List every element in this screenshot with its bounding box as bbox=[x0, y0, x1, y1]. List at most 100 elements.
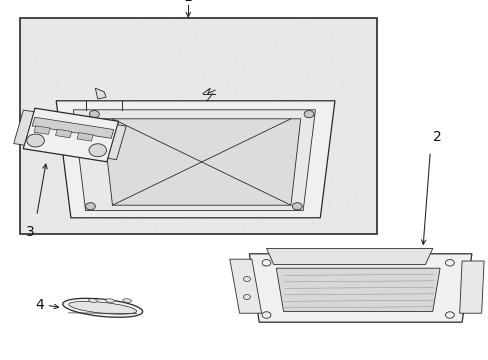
Point bbox=[338, 105, 346, 111]
Point bbox=[232, 58, 240, 64]
Point bbox=[29, 28, 37, 34]
Point bbox=[232, 87, 240, 93]
Point bbox=[244, 198, 251, 204]
Point bbox=[162, 163, 170, 169]
Point bbox=[297, 134, 305, 140]
Point bbox=[354, 99, 362, 105]
Point bbox=[49, 101, 57, 107]
Point bbox=[166, 142, 174, 148]
Point bbox=[212, 63, 220, 69]
Point bbox=[60, 197, 67, 203]
Point bbox=[301, 150, 309, 156]
Point bbox=[76, 172, 84, 177]
Point bbox=[304, 210, 311, 215]
Point bbox=[103, 183, 111, 189]
Point bbox=[119, 216, 126, 221]
Point bbox=[109, 49, 117, 55]
Point bbox=[234, 51, 242, 57]
Point bbox=[142, 212, 150, 218]
Point bbox=[70, 136, 78, 141]
Point bbox=[46, 109, 54, 114]
Point bbox=[143, 193, 151, 199]
Point bbox=[313, 59, 321, 65]
Point bbox=[60, 142, 68, 148]
Point bbox=[266, 33, 274, 39]
Point bbox=[228, 185, 236, 190]
Point bbox=[42, 175, 50, 180]
Point bbox=[327, 176, 335, 182]
Point bbox=[179, 26, 187, 32]
Point bbox=[326, 198, 334, 204]
Point bbox=[199, 220, 206, 226]
Point bbox=[73, 214, 81, 220]
Point bbox=[298, 21, 306, 26]
Point bbox=[222, 113, 230, 119]
Point bbox=[313, 201, 321, 206]
Point bbox=[175, 49, 183, 54]
Point bbox=[106, 158, 114, 164]
Point bbox=[81, 187, 89, 193]
Point bbox=[257, 88, 264, 94]
Point bbox=[93, 185, 101, 190]
Point bbox=[250, 43, 258, 49]
Point bbox=[188, 24, 196, 30]
Point bbox=[275, 27, 283, 32]
Point bbox=[220, 161, 227, 167]
Point bbox=[54, 80, 62, 85]
Point bbox=[201, 46, 208, 51]
Point bbox=[325, 203, 333, 209]
Point bbox=[41, 75, 49, 81]
Point bbox=[219, 130, 227, 135]
Point bbox=[328, 143, 336, 148]
Point bbox=[203, 42, 210, 48]
Point bbox=[84, 74, 92, 80]
Point bbox=[239, 63, 247, 69]
Point bbox=[304, 134, 311, 140]
Point bbox=[130, 102, 138, 107]
Point bbox=[286, 137, 294, 143]
Point bbox=[323, 166, 331, 171]
Point bbox=[151, 67, 159, 73]
Point bbox=[68, 192, 76, 197]
Point bbox=[119, 142, 126, 148]
Point bbox=[218, 47, 226, 53]
Point bbox=[267, 122, 275, 128]
Point bbox=[171, 172, 179, 178]
Point bbox=[345, 44, 353, 50]
Point bbox=[340, 135, 347, 141]
Point bbox=[253, 122, 261, 127]
Point bbox=[331, 70, 339, 76]
Point bbox=[356, 171, 364, 176]
Point bbox=[66, 159, 74, 165]
Point bbox=[271, 34, 279, 40]
Point bbox=[288, 96, 296, 102]
Circle shape bbox=[292, 203, 302, 210]
Point bbox=[34, 36, 42, 41]
Point bbox=[184, 65, 192, 71]
Point bbox=[327, 34, 335, 40]
Point bbox=[287, 167, 295, 173]
Point bbox=[228, 42, 236, 48]
Bar bbox=[56, 129, 72, 138]
Point bbox=[84, 80, 92, 86]
Point bbox=[137, 139, 144, 145]
Point bbox=[348, 95, 356, 100]
Point bbox=[250, 201, 258, 207]
Point bbox=[140, 186, 147, 192]
Text: 2: 2 bbox=[432, 130, 441, 144]
Point bbox=[106, 186, 114, 192]
Point bbox=[350, 225, 358, 230]
Point bbox=[71, 46, 79, 52]
Point bbox=[84, 32, 92, 38]
Point bbox=[106, 22, 114, 28]
Point bbox=[349, 187, 357, 193]
Point bbox=[186, 70, 194, 76]
Point bbox=[35, 158, 42, 163]
Point bbox=[85, 213, 93, 219]
Ellipse shape bbox=[122, 299, 131, 302]
Point bbox=[52, 79, 60, 85]
Point bbox=[219, 70, 227, 76]
Point bbox=[293, 191, 301, 197]
Point bbox=[352, 176, 360, 182]
Point bbox=[278, 154, 285, 159]
